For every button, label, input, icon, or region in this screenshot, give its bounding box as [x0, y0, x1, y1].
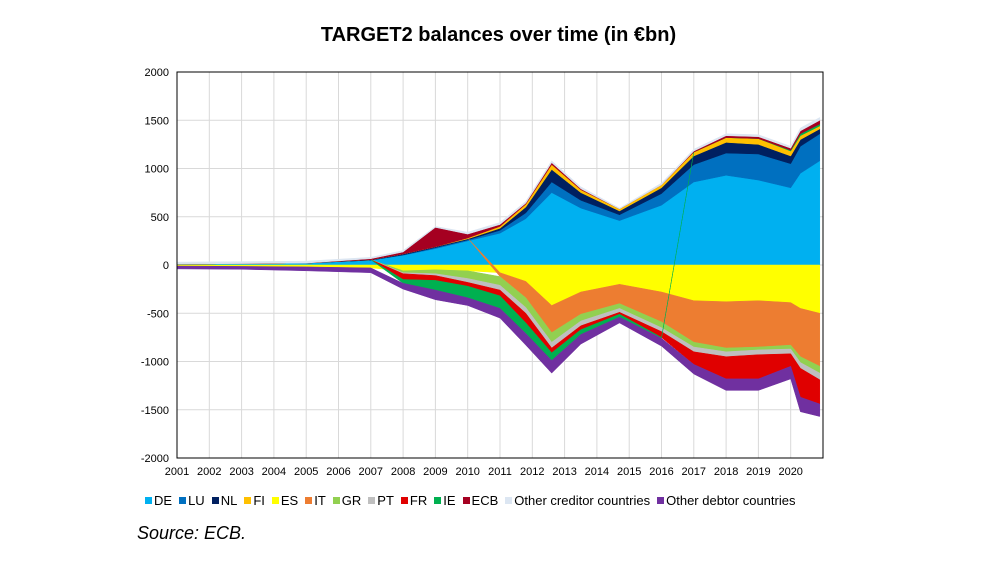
source-note: Source: ECB.	[137, 523, 247, 543]
legend-label: FI	[253, 493, 265, 508]
x-tick-label: 2010	[455, 466, 479, 478]
legend: DE LU NL FI ES IT GR PT FR IE ECB Other creditor co…	[145, 493, 795, 508]
x-tick-label: 2007	[359, 466, 383, 478]
legend-item: PT	[368, 493, 394, 508]
y-tick-label: 0	[163, 260, 169, 272]
x-tick-label: 2008	[391, 466, 415, 478]
legend-item: ECB	[462, 493, 499, 508]
x-tick-label: 2019	[746, 466, 770, 478]
legend-label: ECB	[471, 493, 499, 508]
legend-label: IT	[314, 493, 326, 508]
x-tick-label: 2018	[714, 466, 738, 478]
legend-label: PT	[377, 493, 394, 508]
x-tick-label: 2016	[649, 466, 673, 478]
legend-swatch	[368, 497, 376, 504]
area-other-creditor-countries	[176, 116, 821, 265]
legend-label: Other debtor countries	[666, 493, 796, 508]
legend-swatch	[271, 497, 279, 504]
x-tick-label: 2012	[520, 466, 544, 478]
legend-label: LU	[188, 493, 205, 508]
legend-swatch	[505, 497, 513, 504]
legend-swatch	[145, 497, 152, 504]
x-tick-label: 2013	[552, 466, 576, 478]
x-tick-label: 2015	[617, 466, 641, 478]
legend-item: FI	[244, 493, 265, 508]
y-tick-label: 2000	[145, 67, 169, 79]
legend-label: Other creditor countries	[514, 493, 651, 508]
x-tick-label: 2005	[294, 466, 318, 478]
y-tick-label: 1000	[145, 164, 169, 176]
legend-swatch	[211, 497, 219, 504]
y-tick-label: -500	[147, 308, 169, 320]
legend-swatch	[462, 497, 470, 504]
legend-label: IE	[443, 493, 456, 508]
y-tick-label: 1500	[145, 115, 169, 127]
legend-swatch	[305, 497, 313, 504]
legend-label: FR	[409, 493, 428, 508]
y-tick-label: 500	[151, 212, 169, 224]
legend-item: IT	[305, 493, 326, 508]
legend-item: ES	[271, 493, 299, 508]
x-tick-label: 2001	[165, 466, 189, 478]
x-tick-label: 2017	[682, 466, 706, 478]
area-it	[176, 237, 821, 367]
x-tick-label: 2009	[423, 466, 447, 478]
legend-item: FR	[400, 493, 428, 508]
y-tick-label: -2000	[141, 453, 169, 465]
y-tick-label: -1500	[141, 405, 169, 417]
legend-item: IE	[434, 493, 456, 508]
legend-swatch	[244, 497, 252, 504]
legend-swatch	[657, 497, 665, 504]
chart-title: TARGET2 balances over time (in €bn)	[320, 24, 677, 46]
legend-swatch	[400, 497, 408, 504]
legend-swatch	[179, 497, 187, 504]
legend-swatch	[332, 497, 340, 504]
legend-swatch	[434, 497, 442, 504]
area-other-debtor-countries	[176, 265, 821, 417]
legend-item: LU	[179, 493, 205, 508]
plot-frame	[176, 71, 824, 459]
x-tick-label: 2002	[197, 466, 221, 478]
x-tick-label: 2006	[326, 466, 350, 478]
x-tick-label: 2004	[262, 466, 286, 478]
legend-label: NL	[220, 493, 238, 508]
legend-item: NL	[211, 493, 238, 508]
x-tick-label: 2014	[585, 466, 609, 478]
x-tick-label: 2011	[488, 466, 512, 478]
legend-item: Other debtor countries	[657, 493, 795, 508]
legend-item: Other creditor countries	[505, 493, 650, 508]
legend-item: GR	[332, 493, 362, 508]
legend-label: GR	[341, 493, 362, 508]
legend-item: DE	[145, 493, 172, 508]
y-tick-label: -1000	[141, 357, 169, 369]
legend-label: DE	[154, 493, 173, 508]
x-tick-label: 2020	[778, 466, 802, 478]
legend-label: ES	[280, 493, 299, 508]
area-es	[176, 264, 821, 314]
x-tick-label: 2003	[229, 466, 253, 478]
